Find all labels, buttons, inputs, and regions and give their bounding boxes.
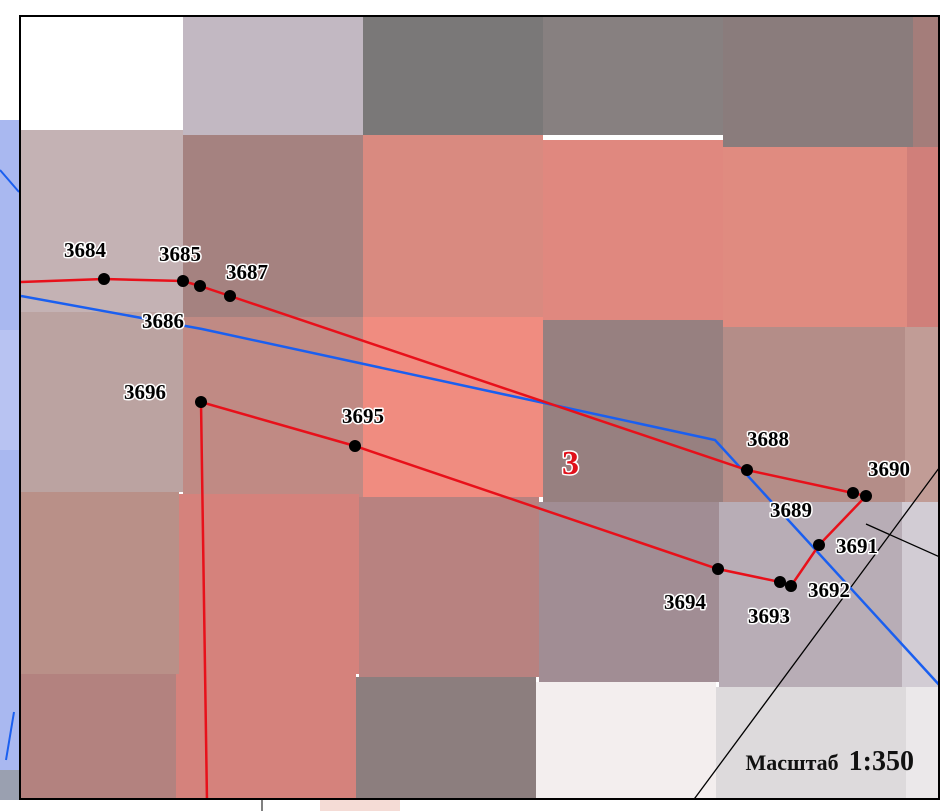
blue-boundary-line: [21, 294, 938, 686]
point-label-3684: 3684: [64, 238, 107, 262]
point-marker-3693: [774, 576, 786, 588]
point-marker-3692: [785, 580, 797, 592]
point-label-3692: 3692: [808, 578, 850, 602]
black-lines: [694, 468, 938, 798]
point-label-3686: 3686: [142, 309, 184, 333]
point-labels: 3684 3685 3686 3687 3688 3689 3690 3691 …: [63, 237, 912, 630]
point-marker-3687: [224, 290, 236, 302]
point-label-3690: 3690: [868, 457, 910, 481]
point-label-3696: 3696: [124, 380, 166, 404]
point-marker-3694: [712, 563, 724, 575]
point-label-3693: 3693: [748, 604, 790, 628]
point-label-3694: 3694: [664, 590, 707, 614]
point-label-3687: 3687: [226, 260, 268, 284]
point-markers: [98, 273, 872, 592]
point-label-3685: 3685: [159, 242, 201, 266]
point-marker-3690: [860, 490, 872, 502]
point-marker-3696: [195, 396, 207, 408]
point-marker-3685: [177, 275, 189, 287]
point-marker-3695: [349, 440, 361, 452]
point-marker-3689: [847, 487, 859, 499]
map-canvas: 3684 3685 3686 3687 3688 3689 3690 3691 …: [21, 17, 938, 798]
point-label-3689: 3689: [770, 498, 812, 522]
point-marker-3686: [194, 280, 206, 292]
map-frame: 3684 3685 3686 3687 3688 3689 3690 3691 …: [19, 15, 940, 800]
black-line-branch: [865, 523, 938, 557]
raster-tiles: [21, 17, 938, 798]
point-marker-3691: [813, 539, 825, 551]
scale-value: 1:350: [848, 746, 914, 777]
point-label-3691: 3691: [836, 534, 878, 558]
scale-word: Масштаб: [745, 750, 839, 775]
point-label-3695: 3695: [342, 404, 384, 428]
point-marker-3688: [741, 464, 753, 476]
scale-label: Масштаб 1:350: [745, 746, 914, 778]
black-line-diagonal: [694, 468, 938, 798]
parcel-number-label: 3: [562, 445, 579, 482]
point-label-3688: 3688: [747, 427, 789, 451]
point-marker-3684: [98, 273, 110, 285]
